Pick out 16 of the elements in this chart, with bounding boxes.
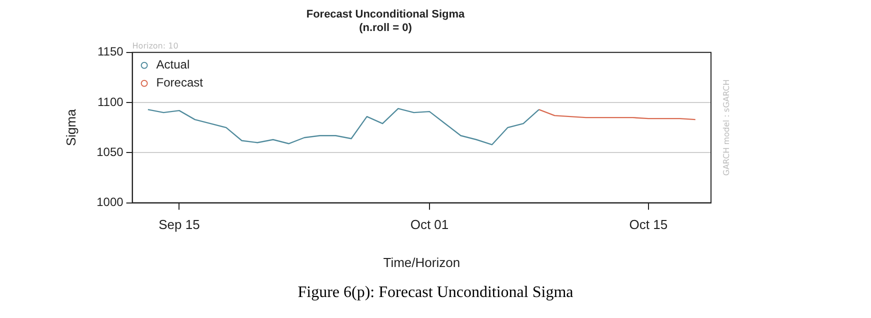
y-tick-label: 1050 xyxy=(96,144,124,159)
y-tick-label: 1150 xyxy=(97,44,124,59)
chart-subtitle: (n.roll = 0) xyxy=(359,22,412,34)
y-tick-label: 1100 xyxy=(97,94,124,109)
text: Horizon: 10 xyxy=(132,41,178,50)
text: GARCH model : sGARCH xyxy=(722,79,732,176)
y-axis-title: Sigma xyxy=(63,108,78,146)
chart-title: Forecast Unconditional Sigma xyxy=(306,8,466,21)
x-tick-label: Oct 15 xyxy=(629,217,668,232)
legend-label: Forecast xyxy=(156,76,204,90)
x-tick-label: Sep 15 xyxy=(158,217,200,232)
legend-label: Actual xyxy=(156,58,190,72)
x-axis-title: Time/Horizon xyxy=(383,254,460,270)
y-tick-label: 1000 xyxy=(96,195,124,210)
x-tick-label: Oct 01 xyxy=(410,217,449,232)
caption: Figure 6(p): Forecast Unconditional Sigma xyxy=(296,284,574,302)
